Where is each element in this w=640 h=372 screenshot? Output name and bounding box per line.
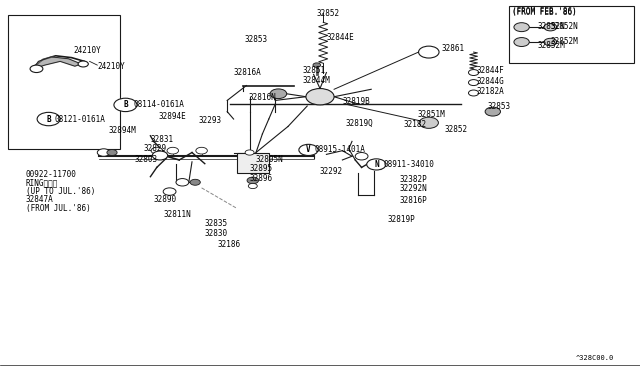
Text: 32844E: 32844E [326, 33, 354, 42]
Text: 08114-0161A: 08114-0161A [133, 100, 184, 109]
Text: 08915-1401A: 08915-1401A [315, 145, 365, 154]
Polygon shape [33, 57, 81, 69]
Circle shape [485, 107, 500, 116]
Circle shape [355, 153, 368, 160]
Circle shape [163, 188, 176, 195]
Circle shape [245, 150, 254, 155]
Text: 32852N: 32852N [550, 22, 578, 31]
Circle shape [299, 144, 318, 155]
Text: 32829: 32829 [144, 144, 167, 153]
Circle shape [78, 61, 88, 67]
Text: 32819P: 32819P [387, 215, 415, 224]
Text: 32819B: 32819B [342, 97, 370, 106]
Text: 32852: 32852 [317, 9, 340, 17]
Text: 32805N: 32805N [256, 155, 284, 164]
Text: 32831: 32831 [150, 135, 173, 144]
Text: (FROM JUL.'86): (FROM JUL.'86) [26, 204, 90, 213]
Text: 32852M: 32852M [550, 37, 578, 46]
Text: 08911-34010: 08911-34010 [384, 160, 435, 169]
Text: 32852: 32852 [445, 125, 468, 134]
Circle shape [152, 151, 168, 160]
Text: 32851M: 32851M [418, 110, 445, 119]
Text: 32894E: 32894E [159, 112, 186, 121]
Text: 32816P: 32816P [400, 196, 428, 205]
Text: 08121-0161A: 08121-0161A [54, 115, 105, 124]
Text: 32852N: 32852N [538, 22, 565, 31]
Text: 32293: 32293 [198, 116, 221, 125]
Text: 32182: 32182 [403, 121, 426, 129]
Text: B: B [123, 100, 128, 109]
Text: 32853: 32853 [244, 35, 268, 44]
Text: 32895: 32895 [250, 164, 273, 173]
Bar [8, 15, 120, 149]
Text: B: B [46, 115, 51, 124]
Circle shape [107, 150, 117, 155]
Circle shape [514, 23, 529, 32]
Text: 32382P: 32382P [400, 175, 428, 184]
Circle shape [514, 38, 529, 46]
Circle shape [419, 117, 438, 128]
Text: (FROM FEB.'86): (FROM FEB.'86) [512, 7, 577, 16]
Circle shape [544, 38, 557, 46]
Text: 24210Y: 24210Y [74, 46, 101, 55]
Text: 32861: 32861 [442, 44, 465, 53]
Text: (FROM FEB.'86): (FROM FEB.'86) [512, 8, 577, 17]
Text: 32894M: 32894M [109, 126, 136, 135]
Circle shape [313, 63, 321, 67]
Text: 32835: 32835 [205, 219, 228, 228]
Text: 32844M: 32844M [303, 76, 330, 85]
Text: 32851: 32851 [303, 66, 326, 75]
Circle shape [468, 90, 479, 96]
Circle shape [176, 179, 189, 186]
Text: 32890: 32890 [154, 195, 177, 203]
Circle shape [97, 149, 110, 156]
Circle shape [190, 179, 200, 185]
Circle shape [367, 159, 386, 170]
Circle shape [30, 65, 43, 73]
Text: N: N [374, 160, 379, 169]
Bar [509, 6, 634, 63]
Circle shape [151, 147, 163, 154]
Text: 32844F: 32844F [477, 66, 504, 75]
Text: V: V [306, 145, 311, 154]
Text: 32819Q: 32819Q [346, 119, 373, 128]
Circle shape [247, 177, 259, 184]
Text: 32852M: 32852M [538, 41, 565, 50]
Text: 32816A: 32816A [234, 68, 261, 77]
Text: 24210Y: 24210Y [97, 62, 125, 71]
Circle shape [114, 98, 137, 112]
Circle shape [248, 183, 257, 189]
Text: (UP TO JUL.'86): (UP TO JUL.'86) [26, 187, 95, 196]
Text: 32896: 32896 [250, 174, 273, 183]
Text: 32853: 32853 [488, 102, 511, 110]
Text: 32830: 32830 [205, 229, 228, 238]
Text: 00922-11700: 00922-11700 [26, 170, 76, 179]
Circle shape [544, 23, 557, 31]
Text: 32182A: 32182A [477, 87, 504, 96]
Text: 32186: 32186 [218, 240, 241, 249]
Text: 32847A: 32847A [26, 195, 53, 204]
Text: ^328C00.0: ^328C00.0 [576, 355, 614, 361]
Text: 32844G: 32844G [477, 77, 504, 86]
Circle shape [270, 89, 287, 99]
Circle shape [419, 46, 439, 58]
Bar [237, 153, 269, 173]
Text: 32811N: 32811N [163, 210, 191, 219]
Text: 32816N: 32816N [248, 93, 276, 102]
Circle shape [306, 89, 334, 105]
Circle shape [196, 147, 207, 154]
Circle shape [167, 147, 179, 154]
Circle shape [37, 112, 60, 126]
Text: RINGリング: RINGリング [26, 179, 58, 187]
Text: 32292: 32292 [320, 167, 343, 176]
Text: 32292N: 32292N [400, 185, 428, 193]
Circle shape [468, 70, 479, 76]
Text: 32803: 32803 [134, 155, 157, 164]
Circle shape [468, 80, 479, 86]
